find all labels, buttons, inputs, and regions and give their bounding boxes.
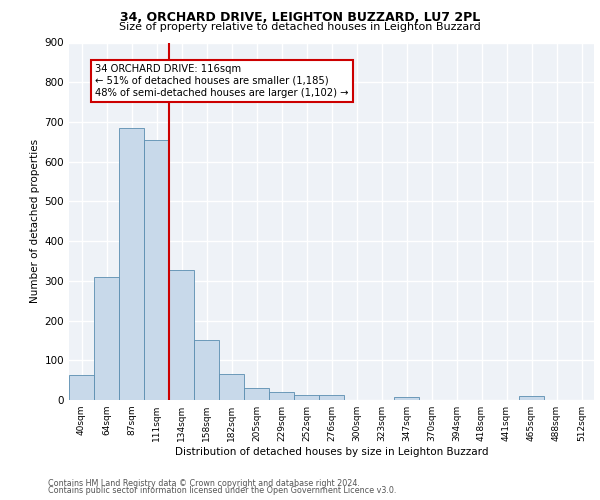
Bar xyxy=(244,388,269,400)
Bar xyxy=(94,277,119,400)
Bar xyxy=(294,395,319,400)
Text: 34, ORCHARD DRIVE, LEIGHTON BUZZARD, LU7 2PL: 34, ORCHARD DRIVE, LEIGHTON BUZZARD, LU7… xyxy=(120,11,480,24)
Text: Size of property relative to detached houses in Leighton Buzzard: Size of property relative to detached ho… xyxy=(119,22,481,32)
Text: Contains public sector information licensed under the Open Government Licence v3: Contains public sector information licen… xyxy=(48,486,397,495)
Bar xyxy=(144,140,169,400)
Y-axis label: Number of detached properties: Number of detached properties xyxy=(31,139,40,304)
Bar xyxy=(69,376,94,400)
Bar xyxy=(394,397,419,400)
X-axis label: Distribution of detached houses by size in Leighton Buzzard: Distribution of detached houses by size … xyxy=(175,447,488,457)
Bar xyxy=(519,396,544,400)
Bar xyxy=(319,395,344,400)
Text: 34 ORCHARD DRIVE: 116sqm
← 51% of detached houses are smaller (1,185)
48% of sem: 34 ORCHARD DRIVE: 116sqm ← 51% of detach… xyxy=(95,64,349,98)
Bar xyxy=(169,270,194,400)
Bar xyxy=(269,392,294,400)
Bar xyxy=(119,128,144,400)
Text: Contains HM Land Registry data © Crown copyright and database right 2024.: Contains HM Land Registry data © Crown c… xyxy=(48,478,360,488)
Bar xyxy=(194,340,219,400)
Bar xyxy=(219,374,244,400)
